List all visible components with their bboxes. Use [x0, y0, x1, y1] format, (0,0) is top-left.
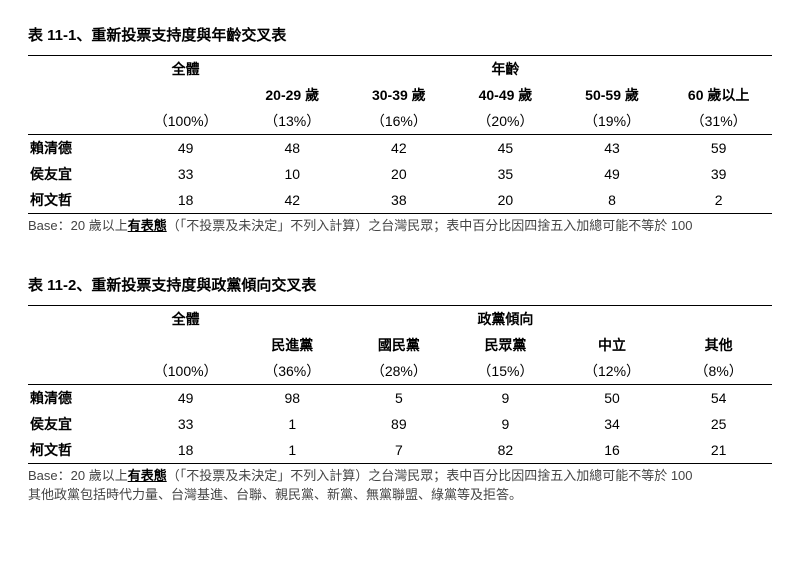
row-label: 柯文哲: [28, 437, 132, 464]
cell: 42: [239, 187, 346, 214]
table-title: 表 11-1、重新投票支持度與年齡交叉表: [28, 24, 772, 45]
col-header: 40-49 歲: [452, 82, 559, 108]
col-header: 60 歲以上: [665, 82, 772, 108]
footnote-underline: 有表態: [128, 468, 167, 483]
cell: 10: [239, 161, 346, 187]
cell: 42: [346, 135, 453, 162]
footnote: Base：20 歲以上有表態（「不投票及未決定」不列入計算）之台灣民眾；表中百分…: [28, 216, 772, 236]
col-pct: （13%）: [239, 108, 346, 135]
table-title: 表 11-2、重新投票支持度與政黨傾向交叉表: [28, 274, 772, 295]
row-label: 侯友宜: [28, 161, 132, 187]
table-row: 侯友宜 33 1 89 9 34 25: [28, 411, 772, 437]
col-pct: （100%）: [132, 108, 239, 135]
cell: 33: [132, 161, 239, 187]
cell: 39: [665, 161, 772, 187]
table-row: 柯文哲 18 1 7 82 16 21: [28, 437, 772, 464]
col-header: 50-59 歲: [559, 82, 666, 108]
col-pct: （28%）: [346, 358, 453, 385]
crosstab-table: 全體 政黨傾向 民進黨 國民黨 民眾黨 中立 其他 （100%） （36%） （…: [28, 305, 772, 464]
group-overall: 全體: [132, 305, 239, 332]
col-pct: （31%）: [665, 108, 772, 135]
cell: 18: [132, 437, 239, 464]
cell: 89: [346, 411, 453, 437]
footnote-line2: 其他政黨包括時代力量、台灣基進、台聯、親民黨、新黨、無黨聯盟、綠黨等及拒答。: [28, 487, 522, 502]
cell: 38: [346, 187, 453, 214]
cell: 48: [239, 135, 346, 162]
cell: 33: [132, 411, 239, 437]
cell: 18: [132, 187, 239, 214]
cell: 1: [239, 411, 346, 437]
cell: 9: [452, 384, 559, 411]
cell: 35: [452, 161, 559, 187]
cell: 49: [132, 135, 239, 162]
footnote-underline: 有表態: [128, 218, 167, 233]
group-overall: 全體: [132, 56, 239, 83]
cell: 25: [665, 411, 772, 437]
col-header: 30-39 歲: [346, 82, 453, 108]
footnote-pre: Base：20 歲以上: [28, 218, 128, 233]
row-label: 賴清德: [28, 135, 132, 162]
col-pct: （15%）: [452, 358, 559, 385]
footnote-pre: Base：20 歲以上: [28, 468, 128, 483]
col-header: 中立: [559, 332, 666, 358]
row-label: 侯友宜: [28, 411, 132, 437]
cell: 1: [239, 437, 346, 464]
cell: 49: [132, 384, 239, 411]
footnote-post: （「不投票及未決定」不列入計算）之台灣民眾；表中百分比因四捨五入加總可能不等於 …: [167, 218, 693, 233]
col-header: 民進黨: [239, 332, 346, 358]
table-row: 侯友宜 33 10 20 35 49 39: [28, 161, 772, 187]
col-pct: （16%）: [346, 108, 453, 135]
cell: 5: [346, 384, 453, 411]
cell: 34: [559, 411, 666, 437]
col-pct: （19%）: [559, 108, 666, 135]
group-main: 年齡: [452, 56, 559, 83]
cell: 43: [559, 135, 666, 162]
col-pct: （36%）: [239, 358, 346, 385]
cell: 20: [452, 187, 559, 214]
table-row: 賴清德 49 48 42 45 43 59: [28, 135, 772, 162]
cell: 9: [452, 411, 559, 437]
table-row: 賴清德 49 98 5 9 50 54: [28, 384, 772, 411]
table-11-1: 表 11-1、重新投票支持度與年齡交叉表 全體 年齡 20-29 歲 30-39…: [28, 24, 772, 236]
cell: 82: [452, 437, 559, 464]
cell: 54: [665, 384, 772, 411]
group-main: 政黨傾向: [452, 305, 559, 332]
cell: 98: [239, 384, 346, 411]
cell: 50: [559, 384, 666, 411]
col-header: 國民黨: [346, 332, 453, 358]
cell: 21: [665, 437, 772, 464]
cell: 7: [346, 437, 453, 464]
cell: 2: [665, 187, 772, 214]
footnote-post: （「不投票及未決定」不列入計算）之台灣民眾；表中百分比因四捨五入加總可能不等於 …: [167, 468, 693, 483]
col-header: 民眾黨: [452, 332, 559, 358]
col-pct: （20%）: [452, 108, 559, 135]
cell: 20: [346, 161, 453, 187]
cell: 16: [559, 437, 666, 464]
col-header: 20-29 歲: [239, 82, 346, 108]
crosstab-table: 全體 年齡 20-29 歲 30-39 歲 40-49 歲 50-59 歲 60…: [28, 55, 772, 214]
col-pct: （100%）: [132, 358, 239, 385]
cell: 45: [452, 135, 559, 162]
table-row: 柯文哲 18 42 38 20 8 2: [28, 187, 772, 214]
col-header: 其他: [665, 332, 772, 358]
table-11-2: 表 11-2、重新投票支持度與政黨傾向交叉表 全體 政黨傾向 民進黨 國民黨 民…: [28, 274, 772, 505]
row-label: 賴清德: [28, 384, 132, 411]
col-pct: （12%）: [559, 358, 666, 385]
col-pct: （8%）: [665, 358, 772, 385]
cell: 8: [559, 187, 666, 214]
row-label: 柯文哲: [28, 187, 132, 214]
footnote: Base：20 歲以上有表態（「不投票及未決定」不列入計算）之台灣民眾；表中百分…: [28, 466, 772, 505]
cell: 59: [665, 135, 772, 162]
cell: 49: [559, 161, 666, 187]
